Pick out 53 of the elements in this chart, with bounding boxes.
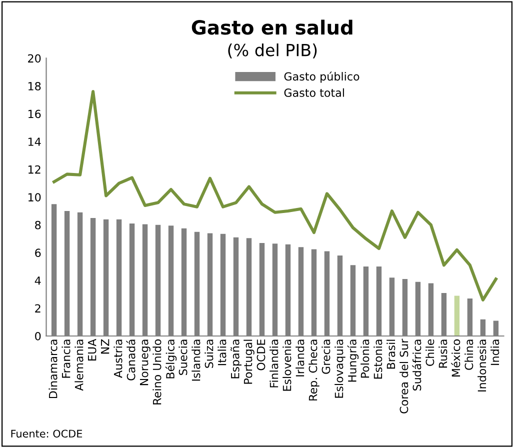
y-tick-label: 20 xyxy=(28,54,41,63)
x-tick-label: Sudáfrica xyxy=(412,340,422,390)
x-tick-label: EUA xyxy=(88,338,96,360)
y-tick-label: 16 xyxy=(28,110,41,118)
x-tick-label: Francia xyxy=(62,340,70,378)
y-tick-label: 4 xyxy=(34,276,41,285)
x-tick-label: Brasil xyxy=(386,340,396,369)
x-tick-label: España xyxy=(230,340,242,378)
x-tick-label: India xyxy=(490,340,500,365)
x-tick-label: Suecia xyxy=(178,340,188,375)
y-tick-label: 2 xyxy=(35,304,40,312)
x-tick-label: China xyxy=(464,340,474,370)
x-tick-label: Portugal xyxy=(244,340,254,384)
x-tick-label: Bélgica xyxy=(165,340,177,378)
x-tick-label: Polonia xyxy=(360,340,370,378)
x-tick-label: Suiza xyxy=(204,340,214,368)
y-tick-label: 12 xyxy=(28,165,40,174)
x-tick-label: México xyxy=(451,339,460,376)
line-series xyxy=(52,90,498,302)
y-tick-label: 0 xyxy=(35,332,41,340)
x-tick-label: Canadá xyxy=(126,340,136,380)
x-tick-label: Alemania xyxy=(74,340,84,391)
x-tick-label: Eslovaquia xyxy=(334,340,346,398)
x-tick-label: Islandia xyxy=(192,340,200,381)
x-tick-label: Indonesia xyxy=(478,340,486,392)
legend-label: Gasto total xyxy=(284,88,344,97)
bar xyxy=(454,296,460,336)
x-tick-label: Austria xyxy=(114,340,122,378)
x-tick-label: Hungría xyxy=(347,340,359,382)
x-tick-label: Chile xyxy=(426,339,434,366)
legend-label: Gasto público xyxy=(284,72,360,83)
x-tick-label: Estonia xyxy=(374,340,382,379)
x-tick-label: Grecia xyxy=(322,340,330,374)
x-tick-label: Noruega xyxy=(140,340,150,386)
y-tick-label: 18 xyxy=(28,82,41,90)
y-tick-label: 14 xyxy=(28,138,41,146)
x-tick-label: NZ xyxy=(101,339,110,354)
chart-subtitle: (% del PIB) xyxy=(228,43,317,58)
x-tick-label: OCDE xyxy=(256,339,266,370)
y-tick-label: 6 xyxy=(35,248,41,258)
chart-title: Gasto en salud xyxy=(192,20,352,35)
y-tick-label: 10 xyxy=(28,193,41,202)
x-tick-label: Italia xyxy=(218,340,226,366)
x-tick-label: Rusia xyxy=(438,340,448,368)
x-tick-label: Irlanda xyxy=(296,340,304,376)
x-tick-label: Corea del Sur xyxy=(400,338,408,414)
x-tick-label: Reino Unido xyxy=(152,339,162,404)
x-tick-label: Eslovenia xyxy=(282,340,292,391)
x-tick-label: Dinamarca xyxy=(48,340,58,398)
source-note: Fuente: OCDE xyxy=(11,430,82,438)
x-tick-label: Rep. Checa xyxy=(308,340,320,400)
y-tick-label: 8 xyxy=(35,220,41,230)
x-tick-label: Finlandia xyxy=(270,340,278,388)
